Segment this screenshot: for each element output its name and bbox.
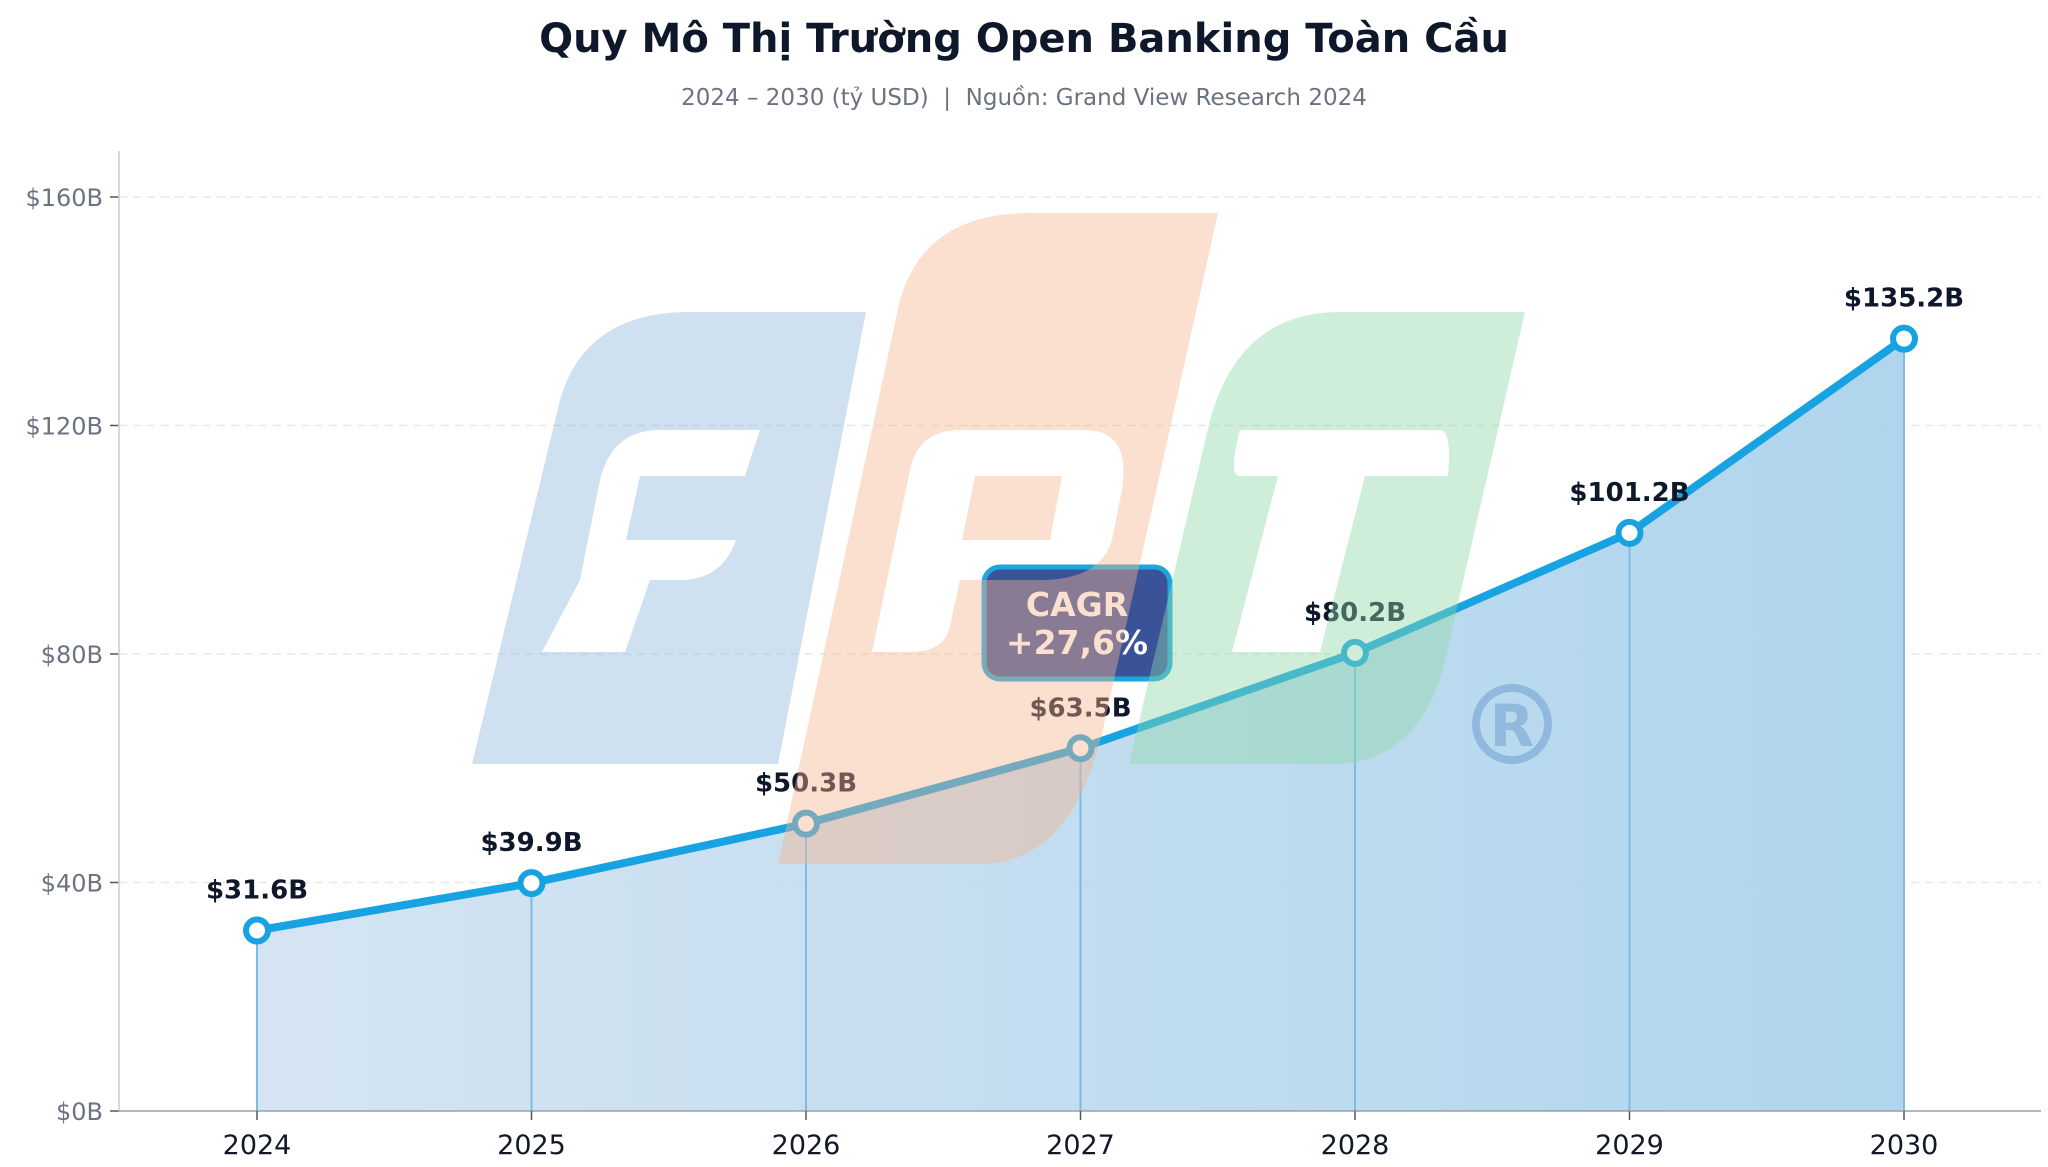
data-point xyxy=(1615,518,1644,547)
axes: $0B $40B $80B $120B $160B 2024 2025 2026 2027 202… xyxy=(25,151,2041,1161)
cagr-annotation: CAGR +27,6% xyxy=(981,564,1173,682)
data-label: $50.3B xyxy=(755,769,857,799)
data-point xyxy=(1066,734,1095,763)
x-tick-label: 2027 xyxy=(1046,1130,1115,1161)
y-tick-label: $80B xyxy=(41,641,103,669)
chart-subtitle: 2024 – 2030 (tỷ USD) | Nguồn: Grand View… xyxy=(681,85,1367,111)
data-label: $63.5B xyxy=(1029,693,1131,723)
x-tick-label: 2025 xyxy=(497,1130,566,1161)
data-point xyxy=(243,916,271,945)
data-label: $80.2B xyxy=(1304,598,1406,628)
watermark-f xyxy=(472,312,866,764)
y-tick-label: $40B xyxy=(41,870,103,898)
drop-lines xyxy=(256,338,1905,1111)
x-tick-label: 2030 xyxy=(1870,1130,1939,1161)
data-point xyxy=(1341,638,1369,667)
data-point xyxy=(517,869,546,898)
x-tick-label: 2026 xyxy=(772,1130,841,1161)
x-tick-label: 2024 xyxy=(223,1130,292,1161)
area-fill xyxy=(257,338,1904,1111)
x-tick-label: 2028 xyxy=(1321,1130,1390,1161)
x-tick-label: 2029 xyxy=(1595,1130,1664,1161)
y-tick-label: $160B xyxy=(25,184,103,212)
data-point xyxy=(792,809,820,838)
data-label: $39.9B xyxy=(480,828,582,858)
y-tick-label: $120B xyxy=(25,413,103,441)
cagr-label: CAGR xyxy=(1026,585,1128,624)
data-label: $31.6B xyxy=(206,875,308,905)
area xyxy=(257,338,1904,1111)
data-points xyxy=(243,324,1918,945)
data-label: $101.2B xyxy=(1569,478,1689,508)
data-labels: $31.6B $39.9B $50.3B $63.5B $80.2B $101.2B $13… xyxy=(206,284,1964,906)
data-label: $135.2B xyxy=(1844,284,1964,314)
chart-title: Quy Mô Thị Trường Open Banking Toàn Cầu xyxy=(539,16,1509,62)
data-point xyxy=(1890,324,1918,353)
cagr-value: +27,6% xyxy=(1006,623,1148,662)
y-tick-label: $0B xyxy=(56,1098,103,1126)
